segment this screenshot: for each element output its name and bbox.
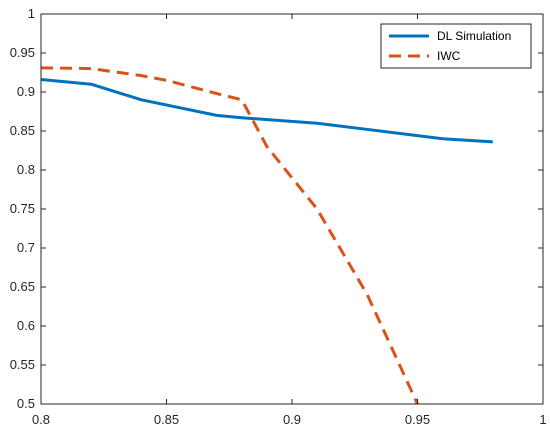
series-layer	[41, 66, 493, 404]
y-tick-label: 0.75	[10, 201, 35, 216]
y-tick-label: 0.55	[10, 357, 35, 372]
x-axis-ticks: 0.8 0.85 0.9 0.95 1	[32, 14, 547, 427]
y-tick-label: 1	[28, 6, 35, 21]
series-line-dl-simulation	[41, 78, 493, 144]
legend-label: DL Simulation	[437, 29, 511, 43]
x-tick-label: 0.85	[154, 412, 179, 427]
y-axis-ticks: 0.5 0.55 0.6 0.65 0.7 0.75 0.8 0.85 0.9 0.95 1	[10, 6, 543, 411]
y-tick-label: 0.5	[17, 396, 35, 411]
plot-area	[41, 14, 543, 404]
x-tick-label: 0.8	[32, 412, 50, 427]
x-tick-label: 1	[539, 412, 546, 427]
x-tick-label: 0.9	[283, 412, 301, 427]
axes-box	[40, 13, 544, 405]
y-tick-label: 0.6	[17, 318, 35, 333]
legend: DL Simulation IWC	[380, 23, 532, 69]
legend-box	[380, 23, 532, 69]
y-tick-label: 0.7	[17, 240, 35, 255]
x-tick-label: 0.95	[405, 412, 430, 427]
legend-label: IWC	[437, 49, 461, 63]
y-tick-label: 0.95	[10, 45, 35, 60]
y-tick-label: 0.9	[17, 84, 35, 99]
series-line-iwc	[41, 66, 419, 404]
y-tick-label: 0.65	[10, 279, 35, 294]
y-tick-label: 0.85	[10, 123, 35, 138]
y-tick-label: 0.8	[17, 162, 35, 177]
